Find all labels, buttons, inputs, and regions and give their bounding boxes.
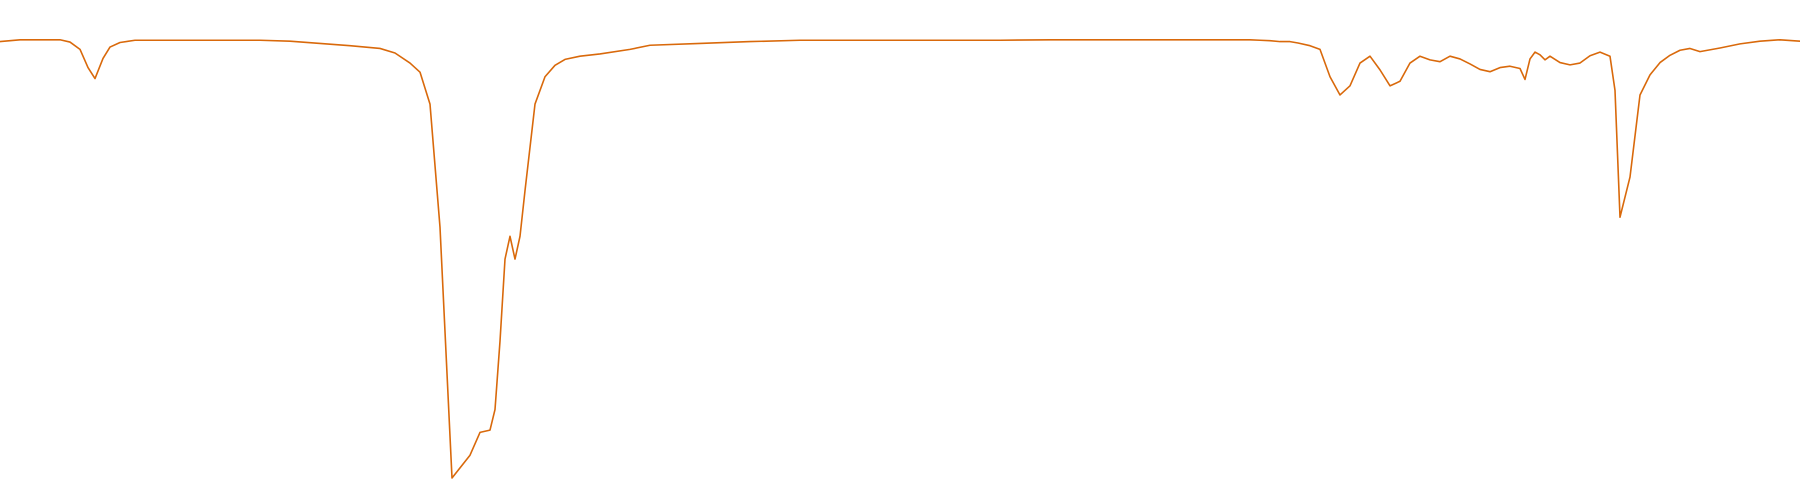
series-line-0 <box>0 38 1800 479</box>
plot-area <box>0 38 1800 479</box>
